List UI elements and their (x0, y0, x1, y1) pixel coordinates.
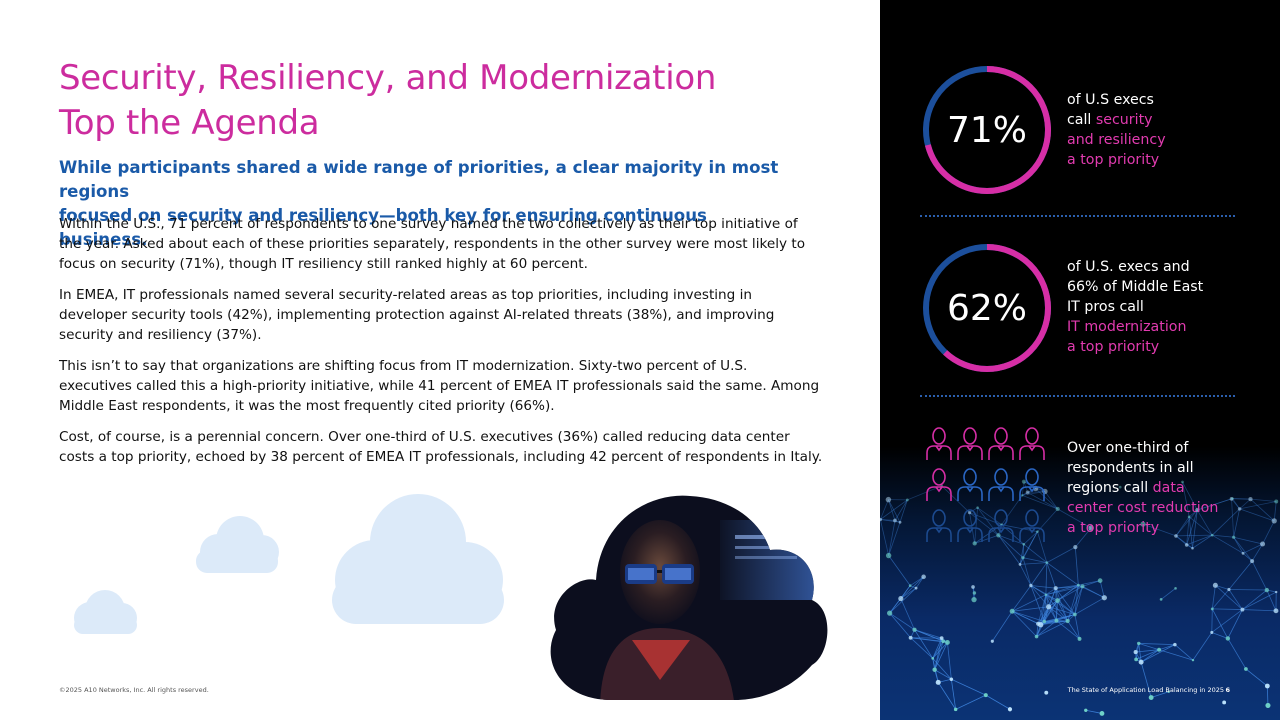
person-icon (1019, 427, 1045, 460)
caption-line: a top priority (1067, 152, 1160, 168)
person-icon (957, 468, 983, 501)
clouds-illustration (74, 494, 828, 700)
document-title-footer: The State of Application Load Balancing … (1067, 686, 1224, 694)
person-icon (988, 468, 1014, 501)
dotted-divider (920, 395, 1235, 397)
caption-line: call security (1067, 112, 1153, 128)
page-title-line-2: Top the Agenda (59, 103, 320, 143)
stat-caption: of U.S execs call security and resilienc… (1067, 90, 1166, 170)
person-icon (988, 427, 1014, 460)
stats-sidebar: 71% of U.S execs call security and resil… (880, 0, 1280, 720)
caption-line: of U.S execs (1067, 92, 1154, 108)
copyright-footer: ©2025 A10 Networks, Inc. All rights rese… (59, 686, 209, 694)
page-title: Security, Resiliency, and Modernization … (59, 56, 779, 146)
body-paragraph: This isn’t to say that organizations are… (59, 358, 820, 414)
page-subtitle: While participants shared a wide range o… (59, 156, 799, 252)
page-title-line-1: Security, Resiliency, and Modernization (59, 58, 717, 98)
stat-caption: Over one-third of respondents in all reg… (1067, 438, 1218, 538)
caption-line: a top priority (1067, 339, 1160, 355)
caption-line: IT modernization (1067, 319, 1187, 335)
stat-security: 71% of U.S execs call security and resil… (920, 63, 1260, 197)
person-icon (926, 509, 952, 542)
caption-line: regions call data (1067, 480, 1185, 496)
stat-cost-reduction: Over one-third of respondents in all reg… (920, 438, 1260, 548)
body-paragraph: Cost, of course, is a perennial concern.… (59, 429, 823, 465)
body-paragraph: Within the U.S., 71 percent of responden… (59, 216, 806, 272)
person-icon (1019, 468, 1045, 501)
stat-value: 62% (946, 287, 1027, 329)
body-text: Within the U.S., 71 percent of responden… (59, 214, 824, 478)
main-content: Security, Resiliency, and Modernization … (59, 56, 828, 700)
caption-line: IT pros call (1067, 299, 1144, 315)
person-icon (988, 509, 1014, 542)
stat-modernization: 62% of U.S. execs and 66% of Middle East… (920, 241, 1260, 375)
subtitle-line-2: focused on security and resiliency—both … (59, 206, 707, 249)
dotted-divider (920, 215, 1235, 217)
caption-line: Over one-third of (1067, 440, 1189, 456)
stat-value: 71% (946, 109, 1027, 151)
body-paragraph: In EMEA, IT professionals named several … (59, 287, 775, 343)
donut-ring (923, 244, 1051, 372)
caption-line: 66% of Middle East (1067, 279, 1204, 295)
person-icon (1019, 509, 1045, 542)
stat-caption: of U.S. execs and 66% of Middle East IT … (1067, 257, 1203, 357)
people-icon-grid (926, 427, 1045, 542)
person-icon (926, 427, 952, 460)
person-icon (926, 468, 952, 501)
cloud-large (332, 494, 504, 624)
page-number: 6 (1225, 686, 1230, 694)
cloud-medium (196, 516, 279, 573)
caption-line: and resiliency (1067, 132, 1166, 148)
network-background (880, 479, 1279, 716)
caption-line: of U.S. execs and (1067, 259, 1190, 275)
caption-line: center cost reduction (1067, 500, 1219, 516)
donut-ring (923, 66, 1051, 194)
cloud-small-left (74, 590, 137, 634)
caption-line: respondents in all (1067, 460, 1194, 476)
caption-line: a top priority (1067, 520, 1160, 536)
subtitle-line-1: While participants shared a wide range o… (59, 158, 779, 201)
person-icon (957, 427, 983, 460)
person-photo-cloud (550, 495, 828, 700)
person-icon (957, 509, 983, 542)
